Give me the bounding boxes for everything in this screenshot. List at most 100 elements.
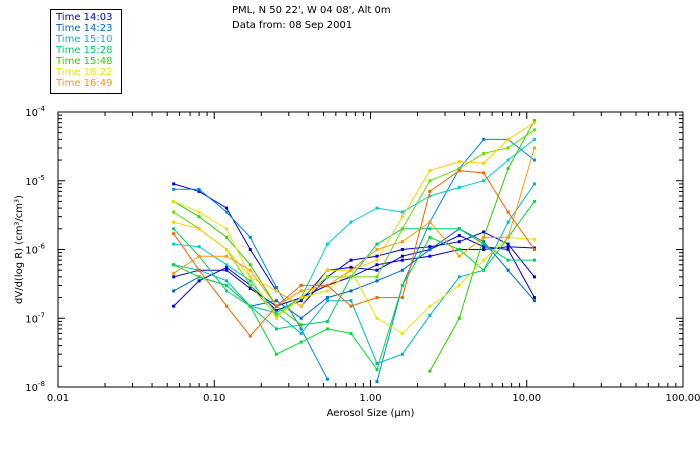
data-point — [274, 352, 278, 356]
y-tick-exponent: -5 — [38, 174, 45, 182]
data-point — [325, 268, 329, 272]
series-line — [173, 129, 535, 317]
data-point — [349, 268, 353, 272]
data-point — [532, 296, 536, 300]
legend-entry: Time 15:28 — [56, 45, 113, 56]
data-point — [482, 240, 486, 244]
data-point — [532, 128, 536, 132]
data-point — [506, 167, 510, 171]
data-point — [375, 361, 379, 365]
data-point — [400, 268, 404, 272]
y-tick-label: 10 — [25, 177, 38, 188]
data-point — [197, 254, 201, 258]
data-point — [172, 210, 176, 214]
data-point — [172, 275, 176, 279]
x-tick-label: 100.00 — [666, 393, 700, 404]
data-point — [400, 332, 404, 336]
data-point — [428, 179, 432, 183]
data-point — [197, 245, 201, 249]
legend: Time 14:03 Time 14:23 Time 15:10 Time 15:28… — [50, 9, 122, 94]
data-point — [299, 299, 303, 303]
data-point — [532, 119, 536, 123]
legend-entry: Time 14:23 — [56, 23, 113, 34]
data-point — [482, 258, 486, 262]
data-point — [225, 254, 229, 258]
data-point — [325, 275, 329, 279]
data-point — [299, 340, 303, 344]
data-point — [428, 304, 432, 308]
y-tick-exponent: -8 — [38, 380, 45, 388]
x-tick-label: 0.10 — [203, 393, 225, 404]
legend-entry: Time 15:48 — [56, 56, 113, 67]
data-point — [532, 182, 536, 186]
data-point — [349, 289, 353, 293]
data-point — [248, 275, 252, 279]
data-point — [248, 283, 252, 287]
legend-entry: Time 16:22 — [56, 67, 113, 78]
data-point — [225, 268, 229, 272]
data-point — [325, 299, 329, 303]
data-point — [375, 279, 379, 283]
data-point — [349, 265, 353, 269]
data-point — [532, 158, 536, 162]
y-tick-label: 10 — [25, 108, 38, 119]
header-date: Data from: 08 Sep 2001 — [232, 20, 353, 31]
data-point — [225, 248, 229, 251]
data-point — [482, 179, 486, 183]
data-point — [225, 210, 229, 214]
data-point — [248, 248, 252, 251]
data-point — [506, 146, 510, 150]
data-point — [299, 327, 303, 331]
data-point — [428, 194, 432, 198]
data-point — [375, 268, 379, 272]
data-point — [274, 311, 278, 315]
data-point — [197, 187, 201, 191]
x-tick-label: 1.00 — [359, 393, 381, 404]
series-line — [173, 228, 535, 330]
data-point — [349, 332, 353, 336]
data-point — [428, 235, 432, 239]
series-4 — [172, 137, 536, 384]
data-point — [225, 265, 229, 269]
data-point — [506, 235, 510, 239]
data-point — [457, 283, 461, 287]
data-point — [172, 187, 176, 191]
data-point — [482, 245, 486, 249]
data-point — [457, 254, 461, 258]
data-point — [248, 279, 252, 283]
data-point — [400, 296, 404, 300]
x-tick-label: 10.00 — [512, 393, 541, 404]
data-point — [248, 304, 252, 308]
data-point — [532, 275, 536, 279]
data-point — [274, 299, 278, 303]
data-point — [172, 271, 176, 275]
data-point — [428, 254, 432, 258]
data-point — [428, 248, 432, 251]
data-point — [325, 319, 329, 323]
data-point — [428, 227, 432, 231]
series-line — [173, 122, 535, 307]
data-point — [506, 258, 510, 262]
data-point — [375, 380, 379, 384]
data-point — [532, 258, 536, 262]
data-point — [482, 235, 486, 239]
data-point — [428, 369, 432, 373]
series-line — [173, 170, 535, 337]
data-point — [274, 308, 278, 312]
plot-frame — [57, 111, 684, 388]
data-point — [375, 254, 379, 258]
data-point — [532, 121, 536, 125]
data-point — [400, 248, 404, 251]
data-point — [325, 296, 329, 300]
data-point — [457, 316, 461, 320]
data-point — [248, 268, 252, 272]
data-point — [225, 235, 229, 239]
data-point — [325, 327, 329, 331]
data-point — [457, 240, 461, 244]
series-8 — [172, 199, 536, 371]
data-point — [532, 137, 536, 141]
y-tick-exponent: -6 — [38, 243, 46, 251]
data-point — [197, 279, 201, 283]
y-tick-label: 10 — [25, 383, 38, 394]
